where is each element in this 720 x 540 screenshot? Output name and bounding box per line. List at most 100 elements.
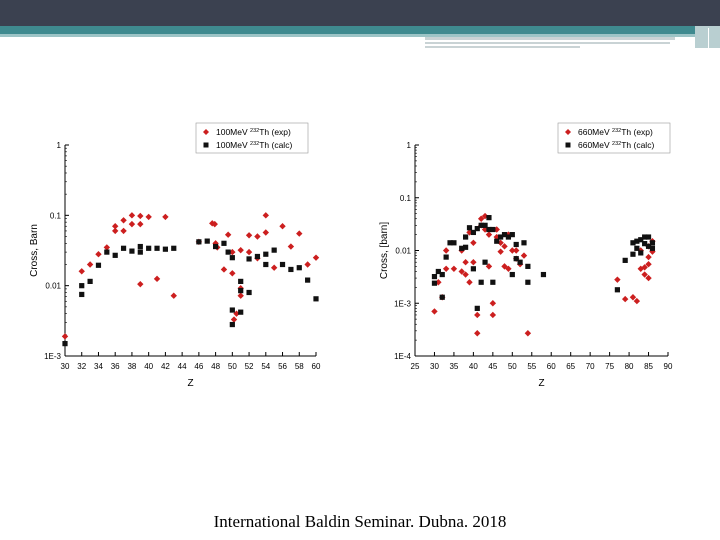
x-axis-label: Z xyxy=(538,378,544,389)
x-tick-label: 52 xyxy=(245,362,254,371)
data-point xyxy=(137,243,143,250)
data-point xyxy=(237,246,244,254)
data-point xyxy=(501,243,508,250)
x-tick-label: 85 xyxy=(644,362,653,371)
data-point xyxy=(120,245,127,251)
x-tick-label: 56 xyxy=(278,362,287,371)
data-point xyxy=(237,292,244,299)
series-calc xyxy=(431,215,656,311)
y-tick-label: 1E-3 xyxy=(394,299,411,308)
data-point xyxy=(442,265,450,272)
data-point xyxy=(463,244,469,250)
legend-marker xyxy=(565,129,571,135)
data-point xyxy=(509,271,515,278)
x-tick-label: 48 xyxy=(211,362,220,371)
data-point xyxy=(431,308,438,315)
data-point xyxy=(540,271,547,278)
data-point xyxy=(649,248,656,255)
data-point xyxy=(451,240,457,246)
y-axis-label: Cross, Barn xyxy=(29,224,40,277)
accent-band xyxy=(0,26,720,34)
data-point xyxy=(634,238,640,244)
data-point xyxy=(86,261,94,268)
data-point xyxy=(225,249,231,255)
data-point xyxy=(524,330,532,337)
data-point xyxy=(238,278,244,284)
data-point xyxy=(649,240,656,246)
x-tick-label: 30 xyxy=(61,362,70,371)
data-point xyxy=(95,251,102,258)
decor-line xyxy=(425,46,580,48)
legend-label: 100MeV 232Th (exp) xyxy=(216,127,291,137)
data-point xyxy=(450,265,458,272)
x-tick-label: 46 xyxy=(194,362,203,371)
x-tick-label: 70 xyxy=(586,362,595,371)
data-point xyxy=(521,240,527,246)
legend-label: 660MeV 232Th (calc) xyxy=(578,140,654,150)
data-point xyxy=(112,223,119,230)
data-point xyxy=(229,307,235,313)
data-point xyxy=(245,248,253,256)
data-point xyxy=(129,248,135,254)
footer-caption: International Baldin Seminar. Dubna. 201… xyxy=(213,512,507,531)
data-point xyxy=(645,234,652,240)
data-point xyxy=(649,245,656,251)
data-point xyxy=(630,251,636,257)
data-point xyxy=(313,296,319,302)
data-point xyxy=(638,237,644,243)
decor-line xyxy=(425,37,675,40)
data-point xyxy=(442,247,450,254)
data-point xyxy=(459,245,465,251)
data-point xyxy=(120,217,127,224)
data-point xyxy=(79,283,85,289)
x-tick-label: 35 xyxy=(449,362,458,371)
data-point xyxy=(482,259,488,265)
data-point xyxy=(246,256,252,262)
data-point xyxy=(120,227,127,235)
data-point xyxy=(262,229,269,236)
data-point xyxy=(645,274,652,282)
decor-line xyxy=(425,42,670,44)
y-tick-label: 0.1 xyxy=(400,194,412,203)
x-tick-label: 25 xyxy=(411,362,420,371)
data-point xyxy=(112,252,118,258)
decor-block xyxy=(695,26,720,48)
data-point xyxy=(525,263,531,269)
data-point xyxy=(490,279,496,285)
data-point xyxy=(61,333,69,340)
data-point xyxy=(128,220,136,228)
data-point xyxy=(463,234,469,240)
series-exp xyxy=(61,212,320,340)
decor-divider xyxy=(708,28,709,48)
data-point xyxy=(229,270,236,277)
data-point xyxy=(481,226,489,233)
x-tick-label: 54 xyxy=(261,362,270,371)
data-point xyxy=(213,243,219,250)
legend: 100MeV 232Th (exp) 100MeV 232Th (calc) xyxy=(195,122,309,154)
data-point xyxy=(279,223,286,230)
data-point xyxy=(263,261,269,268)
data-point xyxy=(486,226,492,233)
data-point xyxy=(645,243,652,249)
data-point xyxy=(296,265,302,271)
data-point xyxy=(103,244,111,251)
x-tick-label: 60 xyxy=(547,362,556,371)
data-point xyxy=(614,276,621,283)
x-tick-label: 50 xyxy=(228,362,237,371)
data-point xyxy=(296,230,303,237)
data-point xyxy=(474,305,480,311)
data-point xyxy=(622,257,628,263)
data-point xyxy=(439,271,445,278)
x-tick-label: 38 xyxy=(127,362,136,371)
x-tick-label: 32 xyxy=(77,362,86,371)
data-point xyxy=(220,266,228,273)
title-bar xyxy=(0,0,720,26)
data-point xyxy=(435,268,441,275)
y-axis-label: Cross, [barn] xyxy=(379,222,390,279)
data-point xyxy=(470,259,477,266)
x-tick-label: 75 xyxy=(605,362,614,371)
data-point xyxy=(439,294,445,300)
x-tick-label: 65 xyxy=(566,362,575,371)
accent-line xyxy=(0,34,720,37)
data-point xyxy=(443,254,449,260)
